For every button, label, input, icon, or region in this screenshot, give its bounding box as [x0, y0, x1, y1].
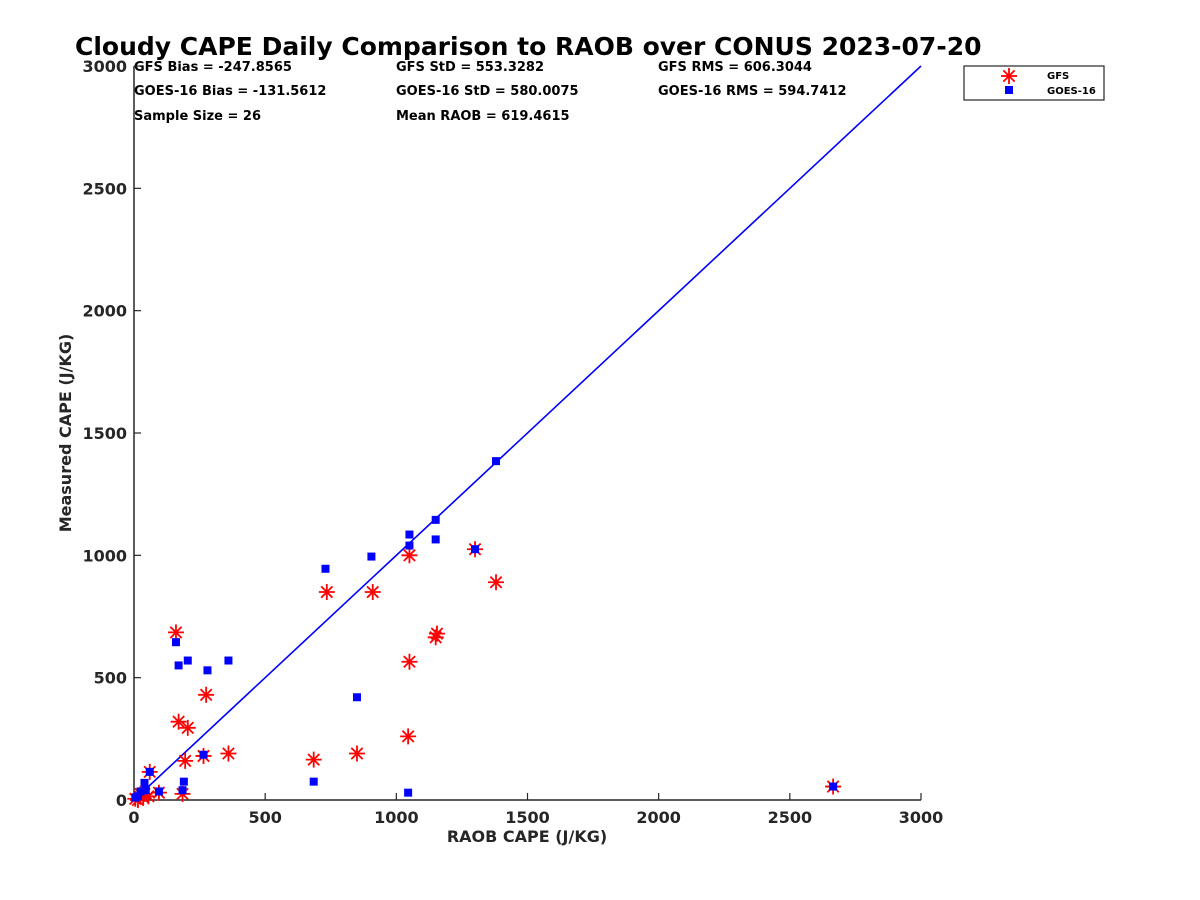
gfs-point [488, 574, 505, 591]
x-axis-ticks: 0 500 1000 1500 2000 2500 3000 [128, 793, 943, 827]
gfs-point [428, 625, 445, 642]
gfs-point [305, 751, 322, 768]
x-tick-label: 1500 [505, 808, 550, 827]
x-axis-label: RAOB CAPE (J/KG) [447, 827, 607, 846]
goes16-point [178, 786, 187, 795]
gfs-point [401, 653, 418, 670]
gfs-point [170, 713, 187, 730]
goes16-point [431, 535, 440, 544]
goes16-point [404, 788, 413, 797]
stat-goes16-std: GOES-16 StD = 580.0075 [396, 84, 579, 99]
gfs-point [198, 686, 215, 703]
goes16-point [179, 777, 188, 786]
goes16-point [171, 638, 180, 647]
gfs-point [220, 745, 237, 762]
goes16-point [133, 792, 142, 801]
gfs-point [167, 624, 184, 641]
goes16-point [367, 552, 376, 561]
goes16-point [141, 786, 150, 795]
y-tick-label: 3000 [82, 57, 127, 76]
goes16-point [140, 778, 149, 787]
one-to-one-reference-line [133, 65, 922, 801]
y-axis-label: Measured CAPE (J/KG) [56, 334, 75, 533]
y-tick-label: 2500 [82, 179, 127, 198]
goes16-point [321, 564, 330, 573]
stat-sample-size: Sample Size = 26 [134, 109, 261, 124]
y-axis-ticks: 0 500 1000 1500 2000 2500 3000 [82, 57, 141, 810]
y-tick-label: 1000 [82, 546, 127, 565]
gfs-point [177, 752, 194, 769]
x-tick-label: 2500 [768, 808, 813, 827]
goes16-point [492, 457, 501, 466]
goes16-point [224, 656, 233, 665]
goes16-point [431, 515, 440, 524]
x-tick-label: 1000 [374, 808, 419, 827]
gfs-point [179, 719, 196, 736]
goes16-point [471, 545, 480, 554]
legend-goes16-square-icon [1005, 86, 1013, 94]
legend-gfs-label: GFS [1047, 71, 1069, 82]
legend-gfs-asterisk-icon [1001, 68, 1017, 84]
legend: GFS GOES-16 [963, 65, 1105, 101]
goes16-point [174, 661, 183, 670]
legend-goes16-label: GOES-16 [1047, 86, 1096, 97]
goes16-point [203, 666, 212, 675]
stat-goes16-bias: GOES-16 Bias = -131.5612 [134, 84, 326, 99]
legend-gfs-asterisk-mark [1001, 68, 1017, 84]
chart-title: Cloudy CAPE Daily Comparison to RAOB ove… [75, 32, 981, 61]
stat-gfs-rms: GFS RMS = 606.3044 [658, 60, 812, 75]
goes16-point [145, 767, 154, 776]
y-tick-label: 1500 [82, 424, 127, 443]
goes16-point [352, 693, 361, 702]
goes16-point [405, 541, 414, 550]
x-tick-label: 3000 [899, 808, 944, 827]
gfs-point [400, 728, 417, 745]
y-tick-label: 500 [94, 669, 127, 688]
stat-gfs-bias: GFS Bias = -247.8565 [134, 60, 292, 75]
goes16-point [154, 787, 163, 796]
stats-block: GFS Bias = -247.8565 GFS StD = 553.3282 … [134, 60, 847, 124]
goes16-point [136, 787, 145, 796]
legend-box [963, 65, 1105, 101]
goes16-point [183, 656, 192, 665]
gfs-point [318, 584, 335, 601]
x-tick-label: 2000 [636, 808, 681, 827]
x-tick-label: 500 [248, 808, 281, 827]
data-points [127, 457, 842, 808]
goes16-point [199, 750, 208, 759]
gfs-point [348, 745, 365, 762]
gfs-point [401, 547, 418, 564]
gfs-point [364, 584, 381, 601]
goes16-point [309, 777, 318, 786]
goes16-point [405, 530, 414, 539]
stat-mean-raob: Mean RAOB = 619.4615 [396, 109, 570, 124]
x-tick-label: 0 [128, 808, 139, 827]
stat-goes16-rms: GOES-16 RMS = 594.7412 [658, 84, 847, 99]
stat-gfs-std: GFS StD = 553.3282 [396, 60, 544, 75]
goes16-point [829, 782, 838, 791]
y-tick-label: 0 [116, 791, 127, 810]
y-tick-label: 2000 [82, 302, 127, 321]
